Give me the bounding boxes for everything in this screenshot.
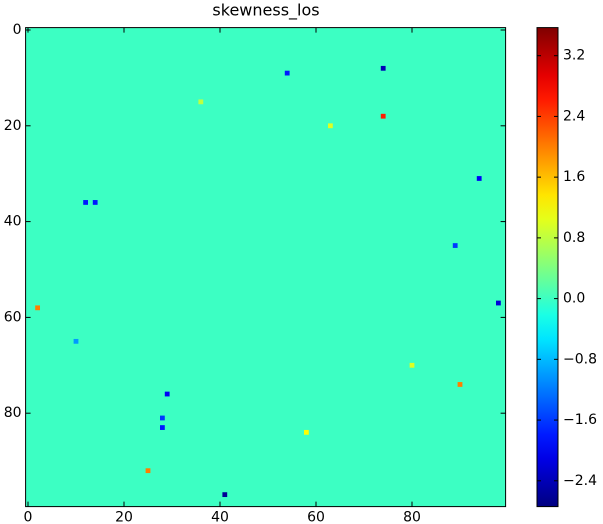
heatmap-cell <box>457 382 463 387</box>
heatmap-cell <box>380 113 386 119</box>
y-tick-label: 80 <box>4 405 22 421</box>
colorbar-tick-label: 0.8 <box>563 230 585 246</box>
colorbar-tick-label: 3.2 <box>563 48 585 64</box>
heatmap-cell <box>222 492 228 498</box>
heatmap-background <box>25 27 506 507</box>
colorbar-tick-label: −1.6 <box>563 412 597 428</box>
heatmap-cell <box>198 99 204 105</box>
colorbar-tick-label: −2.4 <box>563 473 597 489</box>
x-tick-label: 20 <box>115 510 133 524</box>
heatmap-cell <box>496 300 501 306</box>
chart-title: skewness_los <box>212 1 319 21</box>
y-tick-label: 0 <box>13 22 22 38</box>
heatmap-cell <box>73 338 79 344</box>
colorbar-tick-label: 2.4 <box>563 108 585 124</box>
x-tick-label: 0 <box>24 510 33 524</box>
colorbar-tick-label: 1.6 <box>563 169 585 185</box>
heatmap-cell <box>145 468 151 474</box>
heatmap-cell <box>164 391 170 397</box>
heatmap-cell <box>328 123 333 129</box>
x-tick-label: 80 <box>403 510 421 524</box>
x-tick-label: 60 <box>307 510 325 524</box>
heatmap-cell <box>452 243 458 248</box>
y-tick-label: 60 <box>4 309 22 325</box>
plot-frame <box>25 27 507 508</box>
heatmap-cell <box>304 429 309 435</box>
y-tick-label: 40 <box>4 214 22 230</box>
heatmap-cell <box>160 425 165 430</box>
heatmap-cell <box>35 305 40 311</box>
colorbar-tick-label: 0.0 <box>563 291 585 307</box>
x-tick-label: 40 <box>211 510 229 524</box>
colorbar-tick-label: −0.8 <box>563 351 597 367</box>
heatmap-cell <box>92 200 98 205</box>
heatmap-cell <box>160 415 165 421</box>
colorbar <box>536 27 559 508</box>
heatmap-cell <box>380 65 386 71</box>
heatmap-cell <box>409 362 415 368</box>
heatmap-cell <box>83 200 88 205</box>
heatmap-cell <box>284 70 290 76</box>
y-tick-label: 20 <box>4 118 22 134</box>
heatmap-cell <box>476 176 482 181</box>
